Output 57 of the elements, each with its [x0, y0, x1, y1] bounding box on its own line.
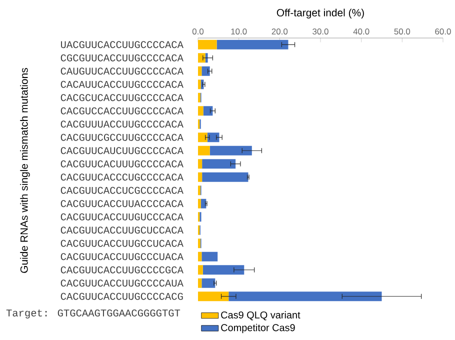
- bar: [205, 53, 208, 63]
- x-tick-label: 60.0: [435, 28, 451, 34]
- bar: [198, 172, 202, 182]
- y-tick-label: CACGUUCACCUUACCCCACA: [60, 200, 184, 208]
- x-tick-label: 10.0: [231, 28, 247, 34]
- bar: [198, 132, 208, 142]
- bar: [198, 40, 217, 50]
- x-tick-label: 0.0: [192, 28, 204, 34]
- x-tick-label: 50.0: [394, 28, 410, 34]
- bar: [198, 159, 202, 169]
- y-tick-label: CACAUUCACCUUGCCCCACA: [60, 80, 184, 88]
- y-tick-label: CACGUUCACUUUGCCCCACA: [60, 160, 184, 168]
- y-axis-title: Guide RNAs with single mismatch mutations: [20, 68, 30, 273]
- y-tick-label: CACGUUCACCUUGCCCCAUA: [60, 280, 184, 287]
- legend-label: Competitor Cas9: [221, 324, 295, 334]
- bar: [216, 40, 288, 50]
- y-tick-label: CACGUUCACCUUGCUCCACA: [60, 226, 184, 234]
- y-tick-label: CACGUUCACCUUGUCCCACA: [60, 213, 184, 220]
- bar: [198, 106, 204, 116]
- bar: [198, 146, 210, 156]
- y-tick-label: UACGUUCACCUUGCCCCACA: [61, 41, 184, 48]
- bar: [210, 146, 252, 156]
- bar: [198, 66, 202, 76]
- bar: [202, 66, 210, 76]
- legend-label: Cas9 QLQ variant: [221, 311, 300, 320]
- bar: [198, 292, 229, 302]
- bar: [198, 265, 203, 275]
- bar: [203, 106, 213, 116]
- bar: [202, 265, 244, 275]
- y-tick-label: CACGCUCACCUUGCCCCACA: [60, 94, 184, 102]
- bar: [202, 159, 236, 169]
- bar: [198, 252, 202, 262]
- bar: [207, 132, 220, 142]
- x-tick-label: 40.0: [353, 28, 370, 34]
- y-tick-label: CAUGUUCACCUUGCCCCACA: [60, 68, 184, 75]
- x-tick-label: 20.0: [272, 28, 288, 34]
- bar: [198, 278, 202, 288]
- bar: [202, 252, 218, 262]
- y-tick-label: CGCGUUCACCUUGCCCCACA: [60, 54, 184, 62]
- y-tick-label: CACGUUCACCUUGCCCUACA: [60, 253, 184, 260]
- bar: [200, 198, 206, 208]
- y-tick-label: CACGUUCAUCUUGCCCCACA: [60, 147, 184, 154]
- y-tick-label: CACGUUCACCUUGCCCCGCA: [60, 266, 184, 274]
- y-tick-label: CACGUCCACCUUGCCCCACA: [60, 107, 184, 114]
- y-tick-label: CACGUUCGCCUUGCCCCACA: [60, 134, 184, 141]
- x-tick-label: 30.0: [312, 28, 328, 34]
- y-tick-label: CACGUUCACCCUGCCCCACA: [60, 174, 184, 181]
- text: Target: GTGCAAGTGGAACGGGGTGT: [6, 310, 180, 318]
- y-tick-label: CACGUUUACCUUGCCCCACA: [60, 120, 184, 128]
- bar: [198, 198, 201, 208]
- y-tick-label: CACGUUCACCUCGCCCCACA: [60, 186, 184, 194]
- bar: [202, 172, 248, 182]
- bar: [228, 292, 382, 302]
- y-tick-label: CACGUUCACCUUGCCUCACA: [60, 240, 184, 247]
- y-tick-label: CACGUUCACCUUGCCCCACG: [60, 292, 183, 300]
- x-axis-title: Off-target indel (%): [276, 8, 364, 18]
- bar: [202, 278, 216, 288]
